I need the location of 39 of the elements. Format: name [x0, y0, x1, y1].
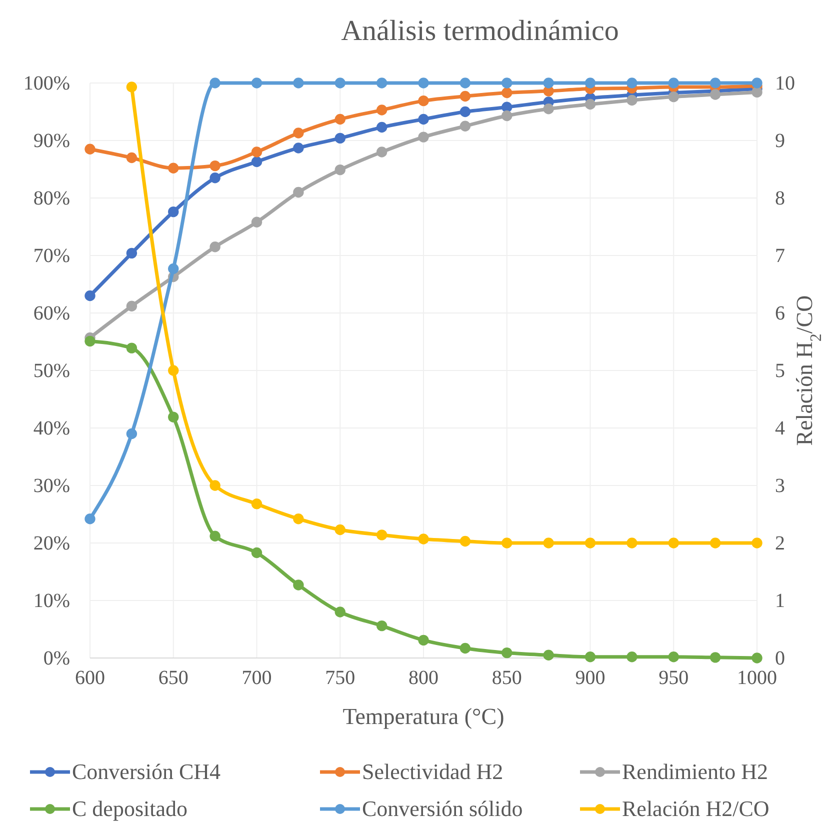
y2-tick-label: 5 — [775, 360, 785, 382]
y-tick-label: 10% — [33, 590, 70, 612]
y2-tick-label: 2 — [775, 532, 785, 554]
y-tick-label: 60% — [33, 302, 70, 324]
x-axis-title: Temperatura (°C) — [342, 704, 504, 729]
y-tick-label: 40% — [33, 417, 70, 440]
y2-tick-label: 4 — [775, 417, 785, 440]
legend-label: Conversión sólido — [362, 796, 523, 821]
chart-title: Análisis termodinámico — [341, 15, 619, 47]
y2-tick-label: 9 — [775, 130, 785, 152]
x-tick-label: 600 — [75, 667, 105, 690]
y2-tick-label: 10 — [775, 72, 795, 94]
y-tick-label: 80% — [33, 187, 70, 210]
legend-label: Selectividad H2 — [362, 759, 504, 784]
y-tick-label: 30% — [33, 474, 70, 497]
x-tick-label: 850 — [492, 667, 522, 690]
x-tick-label: 900 — [575, 667, 606, 690]
y-tick-label: 70% — [33, 244, 70, 267]
legend-label: Conversión CH4 — [72, 759, 220, 784]
x-tick-label: 800 — [408, 667, 438, 690]
x-tick-label: 1000 — [737, 667, 777, 690]
y2-tick-label: 8 — [775, 187, 785, 210]
y-tick-label: 0% — [43, 647, 70, 670]
legend-label: Relación H2/CO — [622, 796, 770, 821]
y2-tick-label: 6 — [775, 302, 785, 324]
y2-tick-label: 7 — [775, 244, 785, 267]
x-tick-label: 750 — [325, 667, 356, 690]
y-tick-label: 50% — [33, 360, 70, 382]
y2-tick-label: 1 — [775, 590, 785, 612]
y2-tick-label: 3 — [775, 474, 785, 497]
y-tick-label: 20% — [33, 532, 70, 554]
x-tick-label: 950 — [658, 667, 689, 690]
y-tick-label: 90% — [33, 130, 70, 152]
y-tick-label: 100% — [23, 72, 70, 94]
x-tick-label: 700 — [242, 667, 272, 690]
y2-tick-label: 0 — [775, 647, 785, 670]
legend-label: Rendimiento H2 — [622, 759, 768, 784]
legend-label: C depositado — [72, 796, 188, 821]
x-tick-label: 650 — [158, 667, 188, 690]
